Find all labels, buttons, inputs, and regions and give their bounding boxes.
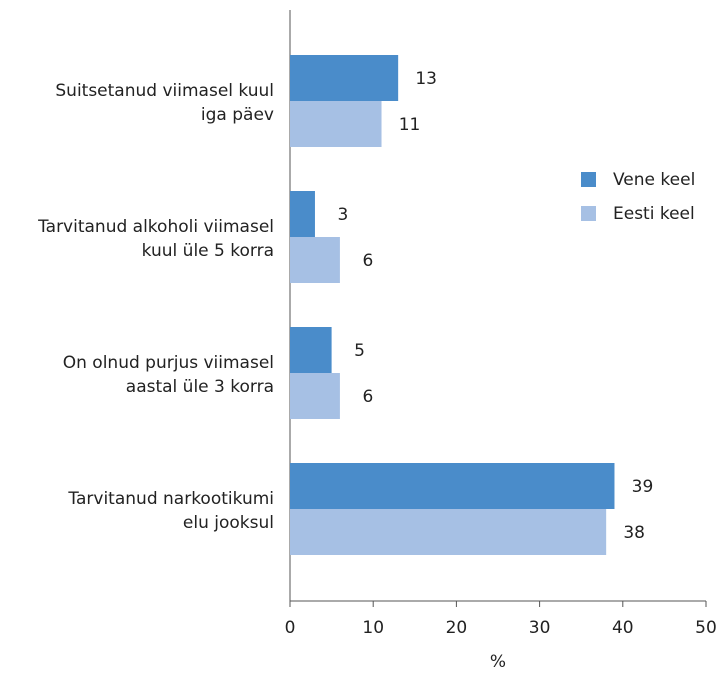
x-axis-label: % xyxy=(490,652,506,672)
bar-eesti-keel xyxy=(290,101,382,147)
bar-eesti-keel xyxy=(290,237,340,283)
legend-label: Vene keel xyxy=(613,170,695,190)
x-tick-label: 10 xyxy=(362,618,384,638)
data-label: 11 xyxy=(399,115,421,135)
x-axis-ticks: 0 10 20 30 40 50 xyxy=(285,601,717,638)
bar-vene-keel xyxy=(290,463,615,509)
bars xyxy=(290,55,615,555)
value-labels: 13 3 5 39 11 6 6 38 xyxy=(338,69,654,543)
data-label: 6 xyxy=(363,387,374,407)
data-label: 6 xyxy=(363,251,374,271)
data-label: 39 xyxy=(632,477,654,497)
data-label: 13 xyxy=(415,69,437,89)
category-label: Tarvitanud alkoholi viimasel kuul üle 5 k… xyxy=(37,217,274,261)
category-label: On olnud purjus viimasel aastal üle 3 kor… xyxy=(63,353,274,397)
category-labels: Suitsetanud viimasel kuul iga päev Tarvita… xyxy=(37,81,274,533)
bar-vene-keel xyxy=(290,55,399,101)
x-tick-label: 20 xyxy=(446,618,468,638)
legend: Vene keel Eesti keel xyxy=(581,170,695,224)
legend-swatch xyxy=(581,172,596,187)
data-label: 5 xyxy=(354,341,365,361)
x-tick-label: 0 xyxy=(285,618,296,638)
data-label: 3 xyxy=(338,205,349,225)
category-label: Tarvitanud narkootikumi elu jooksul xyxy=(67,489,274,533)
legend-swatch xyxy=(581,206,596,221)
bar-vene-keel xyxy=(290,327,332,373)
x-tick-label: 40 xyxy=(612,618,634,638)
bar-vene-keel xyxy=(290,191,315,237)
x-tick-label: 30 xyxy=(529,618,551,638)
x-tick-label: 50 xyxy=(695,618,717,638)
bar-eesti-keel xyxy=(290,509,607,555)
category-label: Suitsetanud viimasel kuul iga päev xyxy=(55,81,274,125)
data-label: 38 xyxy=(623,523,645,543)
bar-eesti-keel xyxy=(290,373,340,419)
legend-label: Eesti keel xyxy=(613,204,695,224)
